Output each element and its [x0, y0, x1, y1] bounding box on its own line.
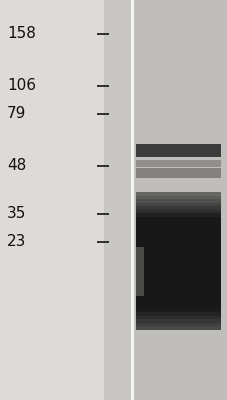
Bar — [136, 242, 220, 245]
Bar — [136, 256, 220, 259]
Bar — [103, 0, 131, 400]
Bar — [136, 196, 220, 199]
Bar — [136, 302, 220, 305]
Text: 158: 158 — [7, 26, 36, 42]
Bar — [136, 234, 220, 238]
Bar — [136, 305, 220, 309]
Bar — [136, 199, 220, 203]
Bar — [136, 309, 220, 312]
Text: 106: 106 — [7, 78, 36, 94]
Bar — [136, 273, 220, 277]
Bar — [136, 291, 220, 295]
Text: 35: 35 — [7, 206, 26, 222]
Bar — [136, 270, 220, 273]
Bar — [136, 259, 220, 263]
Text: 79: 79 — [7, 106, 26, 122]
Bar — [136, 323, 220, 326]
Text: 48: 48 — [7, 158, 26, 174]
Bar — [136, 298, 220, 302]
Bar — [136, 326, 220, 330]
Bar — [136, 231, 220, 234]
Bar — [136, 312, 220, 316]
Bar — [136, 238, 220, 242]
Bar — [136, 252, 220, 256]
Bar — [136, 247, 143, 296]
Text: 23: 23 — [7, 234, 26, 250]
Bar — [136, 288, 220, 291]
Bar — [136, 192, 220, 196]
Bar — [136, 277, 220, 280]
Bar — [136, 210, 220, 213]
Bar — [136, 266, 220, 270]
Bar — [136, 220, 220, 224]
Bar — [136, 213, 220, 217]
Bar — [136, 319, 220, 323]
Bar — [136, 263, 220, 266]
Bar — [136, 160, 220, 167]
Bar — [136, 203, 220, 206]
Bar — [136, 227, 220, 231]
Bar — [131, 0, 133, 400]
Bar — [136, 224, 220, 227]
Bar — [136, 284, 220, 288]
Bar — [136, 295, 220, 298]
Bar — [136, 280, 220, 284]
Bar — [136, 249, 220, 252]
Bar — [136, 168, 220, 178]
Bar — [136, 316, 220, 319]
Bar — [136, 206, 220, 210]
Bar — [136, 217, 220, 220]
Bar — [133, 0, 227, 400]
Bar — [136, 245, 220, 249]
Bar — [136, 144, 220, 157]
